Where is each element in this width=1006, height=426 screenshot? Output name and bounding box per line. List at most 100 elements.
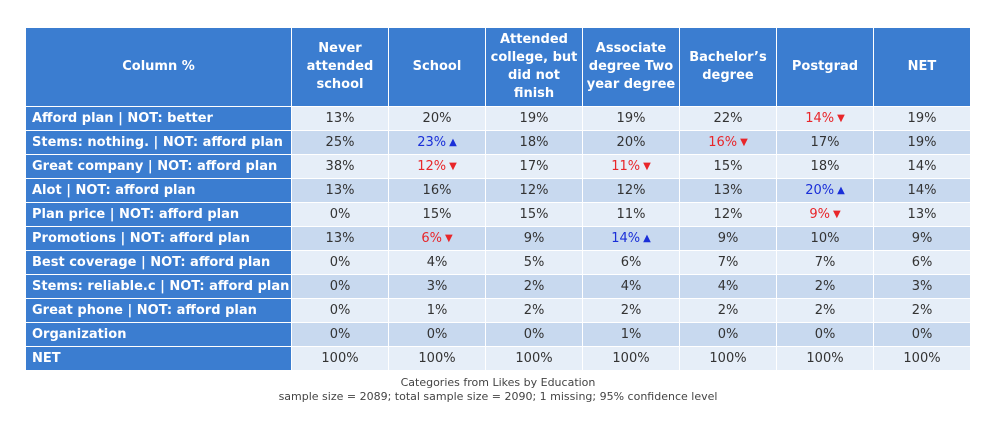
table-cell: 16% ▼ (679, 130, 777, 155)
cell-value: 0% (329, 279, 351, 294)
cell-value: 1% (620, 327, 642, 342)
table-cell: 0% (679, 322, 777, 347)
table-cell: 100% (679, 346, 777, 371)
table-row: Stems: reliable.c | NOT: afford plan 0% 3%… (25, 274, 971, 299)
table-body: Afford plan | NOT: better 13% 20% 19% 19% 22%… (25, 106, 971, 371)
table-cell: 16% (388, 178, 486, 203)
table-cell: 15% (679, 154, 777, 179)
table-cell: 9% (679, 226, 777, 251)
cell-value: 12% (417, 159, 447, 174)
cell-value: 4% (426, 255, 448, 270)
arrow-down-icon: ▼ (449, 161, 457, 172)
row-label: Stems: reliable.c | NOT: afford plan (25, 274, 292, 299)
cell-value: 13% (907, 207, 937, 222)
arrow-up-icon: ▲ (837, 185, 845, 196)
table-cell: 100% (388, 346, 486, 371)
cell-value: 16% (422, 183, 452, 198)
table-cell: 13% (679, 178, 777, 203)
table-row: Great company | NOT: afford plan 38% 12% ▼ 1… (25, 154, 971, 179)
cell-value: 20% (805, 183, 835, 198)
table-cell: 0% (388, 322, 486, 347)
table-cell: 0% (776, 322, 874, 347)
table-cell: 23% ▲ (388, 130, 486, 155)
cell-value: 6% (620, 255, 642, 270)
table-cell: 1% (582, 322, 680, 347)
cell-value: 0% (523, 327, 545, 342)
table-cell: 0% (873, 322, 971, 347)
table-cell: 25% (291, 130, 389, 155)
row-label: Best coverage | NOT: afford plan (25, 250, 292, 275)
table-cell: 14% (873, 154, 971, 179)
cell-value: 3% (911, 279, 933, 294)
row-label: Afford plan | NOT: better (25, 106, 292, 131)
row-label: Promotions | NOT: afford plan (25, 226, 292, 251)
cell-value: 23% (417, 135, 447, 150)
row-label: Organization (25, 322, 292, 347)
header-cell: Attended college, but did not finish (485, 27, 583, 107)
table-cell: 3% (388, 274, 486, 299)
table-cell: 0% (291, 250, 389, 275)
cell-value: 13% (325, 231, 355, 246)
header-cell: Never attended school (291, 27, 389, 107)
cell-value: 100% (321, 351, 359, 366)
table-cell: 5% (485, 250, 583, 275)
table-cell: 100% (873, 346, 971, 371)
table-cell: 20% ▲ (776, 178, 874, 203)
table-cell: 13% (291, 178, 389, 203)
table-cell: 13% (873, 202, 971, 227)
cell-value: 4% (620, 279, 642, 294)
table-row: Plan price | NOT: afford plan 0% 15% 15% 11%… (25, 202, 971, 227)
cell-value: 6% (421, 231, 442, 246)
cell-value: 14% (907, 159, 937, 174)
table-cell: 14% ▲ (582, 226, 680, 251)
cell-value: 18% (519, 135, 549, 150)
table-cell: 13% (291, 226, 389, 251)
table-cell: 0% (291, 274, 389, 299)
table-cell: 20% (388, 106, 486, 131)
cell-value: 9% (523, 231, 545, 246)
table-cell: 2% (679, 298, 777, 323)
cell-value: 6% (911, 255, 933, 270)
cell-value: 20% (616, 135, 646, 150)
cell-value: 0% (329, 207, 351, 222)
cell-value: 0% (717, 327, 739, 342)
cell-value: 100% (709, 351, 747, 366)
cell-value: 19% (907, 135, 937, 150)
cell-value: 100% (515, 351, 553, 366)
header-cell: Column % (25, 27, 292, 107)
table-cell: 12% (485, 178, 583, 203)
arrow-up-icon: ▲ (643, 233, 651, 244)
table-row: NET 100% 100% 100% 100% 100% 100% 100% (25, 346, 971, 371)
table-cell: 9% ▼ (776, 202, 874, 227)
cell-value: 0% (911, 327, 933, 342)
table-cell: 18% (485, 130, 583, 155)
cell-value: 2% (717, 303, 739, 318)
table-cell: 11% ▼ (582, 154, 680, 179)
table-cell: 7% (776, 250, 874, 275)
table-cell: 14% ▼ (776, 106, 874, 131)
cell-value: 13% (325, 183, 355, 198)
cell-value: 11% (611, 159, 641, 174)
cell-value: 14% (805, 111, 835, 126)
table-cell: 2% (776, 274, 874, 299)
table-cell: 0% (291, 298, 389, 323)
cell-value: 17% (810, 135, 840, 150)
table-cell: 3% (873, 274, 971, 299)
table-cell: 10% (776, 226, 874, 251)
header-cell: Postgrad (776, 27, 874, 107)
cell-value: 22% (713, 111, 743, 126)
table-cell: 0% (485, 322, 583, 347)
header-cell: Bachelor’s degree (679, 27, 777, 107)
header-cell: School (388, 27, 486, 107)
cell-value: 13% (325, 111, 355, 126)
cell-value: 16% (708, 135, 738, 150)
cell-value: 11% (616, 207, 646, 222)
table-cell: 19% (873, 106, 971, 131)
table-cell: 0% (291, 322, 389, 347)
table-cell: 19% (485, 106, 583, 131)
table-row: Stems: nothing. | NOT: afford plan 25% 23%… (25, 130, 971, 155)
table-cell: 17% (776, 130, 874, 155)
caption-sample-info: sample size = 2089; total sample size = … (278, 390, 718, 403)
cell-value: 2% (814, 279, 836, 294)
table-cell: 9% (485, 226, 583, 251)
